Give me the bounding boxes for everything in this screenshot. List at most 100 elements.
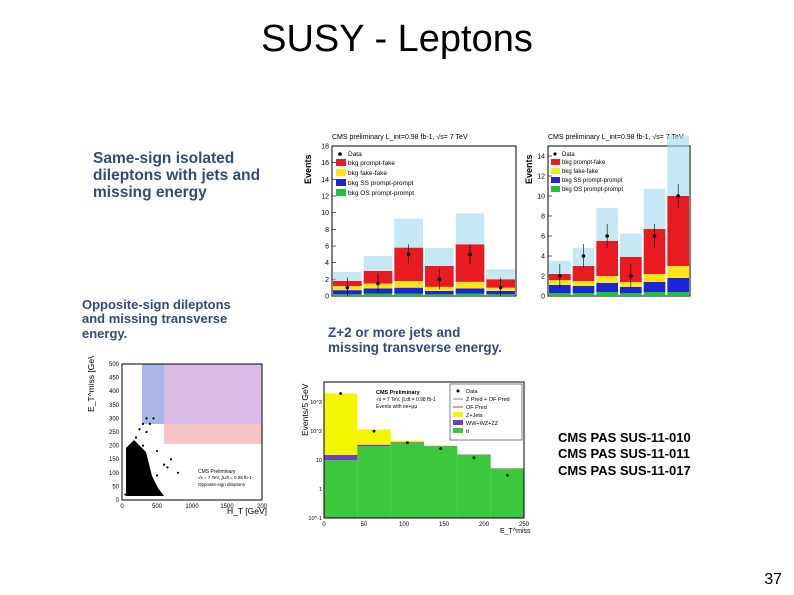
ss-left-header: CMS preliminary L_int=0.98 fb-1, √s= 7 T…: [332, 133, 468, 141]
y-tick-label: 450: [109, 376, 120, 382]
scatter-point: [141, 444, 145, 447]
bar-tt: [357, 446, 391, 518]
scatter-point: [166, 466, 169, 469]
x-tick-label: 250: [519, 522, 530, 528]
x-tick-label: 200: [479, 522, 490, 528]
data-point: [439, 447, 443, 450]
bar-uncertainty: [394, 218, 423, 248]
y-tick-label: 14: [321, 177, 329, 184]
y-tick-label: 400: [109, 389, 120, 395]
ss-right-frame: [547, 145, 691, 297]
y-tick-label: 100: [109, 471, 120, 477]
scatter-point: [162, 463, 166, 466]
desc-opposite-sign-line1: Opposite-sign dileptons: [82, 297, 231, 312]
y-tick-label: 0: [325, 294, 329, 301]
y-tick-label: 0: [116, 498, 120, 504]
ss-left-bars: [333, 213, 515, 296]
desc-z2-line1: Z+2 or more jets and: [328, 325, 461, 340]
z2-selection: Events with ee+μμ: [376, 404, 417, 410]
ss-left-ylabel: Events: [303, 154, 313, 184]
bar-bkg-prompt-fake: [643, 229, 666, 274]
ss-left-frame: [331, 145, 517, 297]
bar-bkg-os-prompt-prompt: [667, 292, 689, 296]
bar-bkg-os-prompt-prompt: [363, 293, 393, 296]
bar-bkg-fake-fake: [455, 281, 485, 289]
data-point: [472, 456, 476, 460]
desc-same-sign-line1: Same-sign isolated: [93, 150, 235, 167]
bar-uncertainty: [425, 248, 454, 266]
ss-right-legend: Data bkg prompt-fake bkg fake-fake bkg S…: [551, 152, 623, 193]
scatter-point: [141, 422, 145, 425]
bar-bkg-fake-fake: [667, 266, 689, 278]
y-tick-label: 200: [109, 444, 120, 450]
reference-2: CMS PAS SUS-11-011: [558, 446, 690, 462]
desc-same-sign-line2: dileptons with jets and: [93, 167, 261, 185]
bar-uncertainty: [363, 256, 393, 271]
legend-os-pp: bkg OS prompt-prompt: [348, 190, 414, 197]
ss-right-header: CMS preliminary L_int=0.98 fb-1, √s= 7 T…: [548, 133, 684, 141]
bar-bkg-ss-prompt-prompt: [596, 283, 618, 292]
legend-fake-fake: bkg fake-fake: [562, 169, 599, 175]
z2-frame: [323, 381, 525, 519]
bar-uncertainty: [333, 272, 362, 281]
z2-label: CMS Preliminary: [376, 390, 421, 396]
ss-plot-left: CMS preliminary L_int=0.98 fb-1, √s= 7 T…: [303, 133, 517, 301]
bar-zjets: [357, 429, 391, 445]
bar-bkg-ss-prompt-prompt: [394, 287, 423, 294]
legend-fake-fake: bkg fake-fake: [348, 170, 387, 177]
z2-ylabel: Events/5 GeV: [300, 383, 310, 436]
desc-opposite-sign-line3: energy.: [82, 325, 128, 341]
os-ticks: 0 50 100 150 200 250 300 350 400 450 500 0 500 1000 15…: [109, 362, 268, 510]
data-point: [405, 441, 409, 445]
bar-bkg-fake-fake: [394, 281, 423, 288]
bar-bkg-os-prompt-prompt: [596, 292, 618, 296]
legend-ss-pp-swatch: [336, 179, 346, 186]
z2-legend-tt: tt: [466, 429, 470, 435]
scatter-point: [148, 422, 152, 425]
legend-ss-pp: bkg SS prompt-prompt: [562, 178, 623, 184]
desc-z2-line2: missing transverse energy.: [328, 339, 502, 355]
legend-prompt-fake-swatch: [551, 159, 560, 165]
data-point: [372, 429, 376, 433]
bar-bkg-os-prompt-prompt: [455, 293, 485, 296]
scatter-point: [145, 417, 148, 420]
y-tick-label: 10^-1: [308, 516, 322, 522]
bar-tt: [490, 468, 524, 518]
bar-bkg-fake-fake: [643, 274, 666, 282]
bar-bkg-ss-prompt-prompt: [620, 287, 642, 293]
desc-z2-jets: Z+2 or more jets and missing transverse …: [328, 325, 502, 356]
slide-title: SUSY - Leptons: [261, 18, 533, 60]
page-number: 37: [764, 571, 782, 588]
scatter-point: [134, 436, 138, 439]
bar-tt: [390, 442, 424, 518]
bar-bkg-ss-prompt-prompt: [643, 282, 666, 292]
y-tick-label: 8: [325, 227, 329, 234]
z2-legend-data: Data: [466, 389, 479, 395]
bar-tt: [424, 446, 458, 518]
reference-3: CMS PAS SUS-11-017: [558, 462, 691, 478]
bar-bkg-prompt-fake: [667, 196, 689, 266]
scatter-point: [152, 417, 155, 420]
os-label: CMS Preliminary: [198, 469, 236, 475]
y-tick-label: 16: [321, 160, 329, 167]
os-region-2: [142, 364, 164, 424]
bar-bkg-prompt-fake: [596, 241, 618, 276]
x-tick-label: 0: [120, 504, 124, 510]
x-tick-label: 500: [152, 504, 163, 510]
bar-bkg-os-prompt-prompt: [394, 293, 423, 296]
y-tick-label: 12: [321, 194, 329, 201]
os-xlabel: H_T [GeV]: [227, 506, 267, 516]
z2-legend-of: OF Pred: [466, 405, 487, 411]
x-tick-label: 150: [439, 522, 450, 528]
z2-bars: [324, 392, 524, 518]
y-tick-label: 6: [325, 244, 329, 251]
reference-1: CMS PAS SUS-11-010: [558, 430, 691, 445]
desc-opposite-sign: Opposite-sign dileptons and missing tran…: [82, 297, 231, 341]
y-tick-label: 10: [537, 194, 545, 201]
scatter-point: [155, 449, 159, 453]
y-tick-label: 500: [109, 362, 120, 368]
bar-wwwzzz: [357, 444, 391, 447]
y-tick-label: 4: [325, 260, 329, 267]
bar-bkg-ss-prompt-prompt: [667, 278, 689, 292]
y-tick-label: 10^2: [310, 429, 322, 435]
